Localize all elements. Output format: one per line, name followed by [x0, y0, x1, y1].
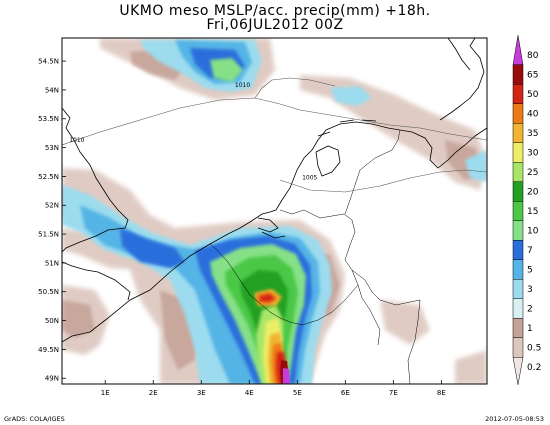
coastlines — [62, 38, 487, 343]
legend-label: 35 — [527, 129, 538, 139]
legend-label: 30 — [527, 149, 539, 159]
legend-label: 0.2 — [527, 363, 541, 373]
lat-tick-label: 50N — [45, 317, 59, 325]
legend-swatch — [512, 337, 524, 358]
footer-credit: GrADS: COLA/IGES — [4, 415, 65, 423]
isobar-label: 1010 — [235, 82, 250, 89]
lat-tick-label: 52.5N — [38, 173, 59, 181]
legend-label: 5 — [527, 266, 533, 276]
latitude-axis: 49N 49.5N 50N 50.5N 51N 51.5N 52N 52.5N 53N 53.5N… — [38, 58, 66, 383]
chart-title-line2: Fri,06JUL2012 00Z — [206, 17, 344, 33]
legend-label: 25 — [527, 168, 538, 178]
lat-tick-label: 54.5N — [38, 58, 59, 66]
lon-tick-label: 8E — [437, 389, 446, 397]
plot-frame — [61, 37, 488, 385]
legend-swatch — [512, 181, 524, 202]
isobars — [62, 77, 487, 193]
lon-tick-label: 1E — [101, 389, 110, 397]
longitude-axis: 1E 2E 3E 4E 5E 6E 7E 8E — [101, 380, 446, 397]
legend-label: 2 — [527, 305, 533, 315]
lon-tick-label: 3E — [197, 389, 206, 397]
lat-tick-label: 51N — [45, 259, 59, 267]
isobar-labels: 1010 1010 1005 — [69, 82, 317, 181]
lon-tick-label: 6E — [341, 389, 350, 397]
precip-field — [62, 38, 487, 384]
lat-tick-label: 54N — [45, 86, 59, 94]
legend-label: 7 — [527, 246, 533, 256]
lat-tick-label: 53N — [45, 144, 59, 152]
legend-label: 0.5 — [527, 344, 541, 354]
legend-label: 20 — [527, 188, 539, 198]
legend-label: 40 — [527, 110, 539, 120]
legend-swatch — [512, 35, 524, 65]
legend-swatch — [512, 298, 524, 319]
legend-swatch — [512, 279, 524, 299]
legend-label: 15 — [527, 207, 538, 217]
legend-swatch — [512, 123, 524, 143]
lat-tick-label: 49N — [45, 375, 59, 383]
lat-tick-label: 51.5N — [38, 231, 59, 239]
legend-label: 1 — [527, 324, 533, 334]
legend-label: 50 — [527, 90, 539, 100]
isobar-label: 1010 — [69, 137, 84, 144]
lat-tick-label: 50.5N — [38, 288, 59, 296]
chart-title-line1: UKMO meso MSLP/acc. precip(mm) +18h. — [119, 3, 431, 19]
lat-tick-label: 53.5N — [38, 115, 59, 123]
lat-tick-label: 52N — [45, 202, 59, 210]
lat-tick-label: 49.5N — [38, 346, 59, 354]
legend-swatch — [512, 201, 524, 221]
legend-label: 3 — [527, 285, 533, 295]
legend-swatch — [512, 64, 524, 85]
legend-swatch — [512, 357, 524, 385]
country-borders — [209, 129, 421, 384]
lon-tick-label: 4E — [245, 389, 254, 397]
legend-label: 80 — [527, 51, 539, 61]
legend-swatch — [512, 162, 524, 182]
lon-tick-label: 2E — [149, 389, 158, 397]
legend-swatch — [512, 103, 524, 124]
legend-swatch — [512, 318, 524, 338]
lon-tick-label: 7E — [389, 389, 398, 397]
lon-tick-label: 5E — [293, 389, 302, 397]
legend-swatch — [512, 240, 524, 260]
isobar-label: 1005 — [302, 174, 317, 181]
footer-timestamp: 2012-07-05-08:53 — [485, 415, 544, 423]
legend-swatch — [512, 259, 524, 280]
legend-label: 65 — [527, 71, 538, 81]
legend-swatch — [512, 220, 524, 241]
legend-label: 10 — [527, 227, 539, 237]
legend-swatch — [512, 142, 524, 163]
legend-swatch — [512, 84, 524, 104]
